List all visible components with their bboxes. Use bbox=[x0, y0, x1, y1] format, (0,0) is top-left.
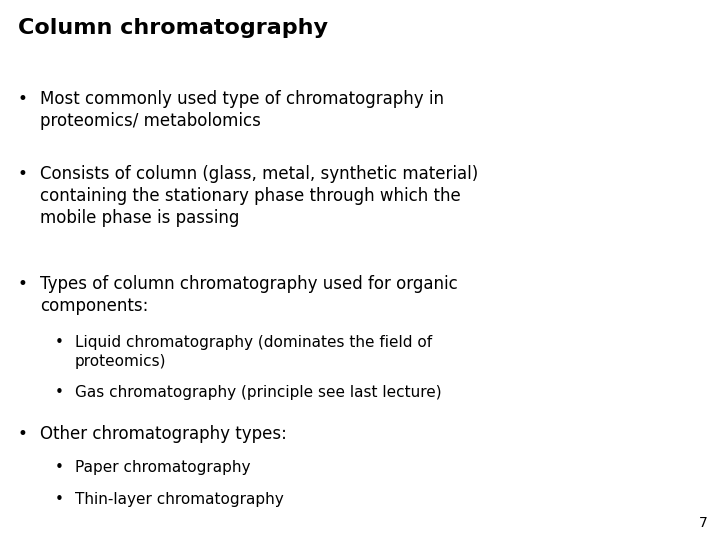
Text: Other chromatography types:: Other chromatography types: bbox=[40, 425, 287, 443]
Text: Liquid chromatography (dominates the field of
proteomics): Liquid chromatography (dominates the fie… bbox=[75, 335, 432, 369]
Text: Most commonly used type of chromatography in
proteomics/ metabolomics: Most commonly used type of chromatograph… bbox=[40, 90, 444, 130]
Text: 7: 7 bbox=[699, 516, 708, 530]
Text: Gas chromatography (principle see last lecture): Gas chromatography (principle see last l… bbox=[75, 385, 441, 400]
Text: •: • bbox=[55, 492, 64, 507]
Text: Thin-layer chromatography: Thin-layer chromatography bbox=[75, 492, 284, 507]
Text: Consists of column (glass, metal, synthetic material)
containing the stationary : Consists of column (glass, metal, synthe… bbox=[40, 165, 478, 227]
Text: •: • bbox=[18, 90, 28, 108]
Text: •: • bbox=[18, 275, 28, 293]
Text: Types of column chromatography used for organic
components:: Types of column chromatography used for … bbox=[40, 275, 458, 315]
Text: Paper chromatography: Paper chromatography bbox=[75, 460, 251, 475]
Text: •: • bbox=[55, 460, 64, 475]
Text: Column chromatography: Column chromatography bbox=[18, 18, 328, 38]
Text: •: • bbox=[55, 385, 64, 400]
Text: •: • bbox=[18, 165, 28, 183]
Text: •: • bbox=[18, 425, 28, 443]
Text: •: • bbox=[55, 335, 64, 350]
